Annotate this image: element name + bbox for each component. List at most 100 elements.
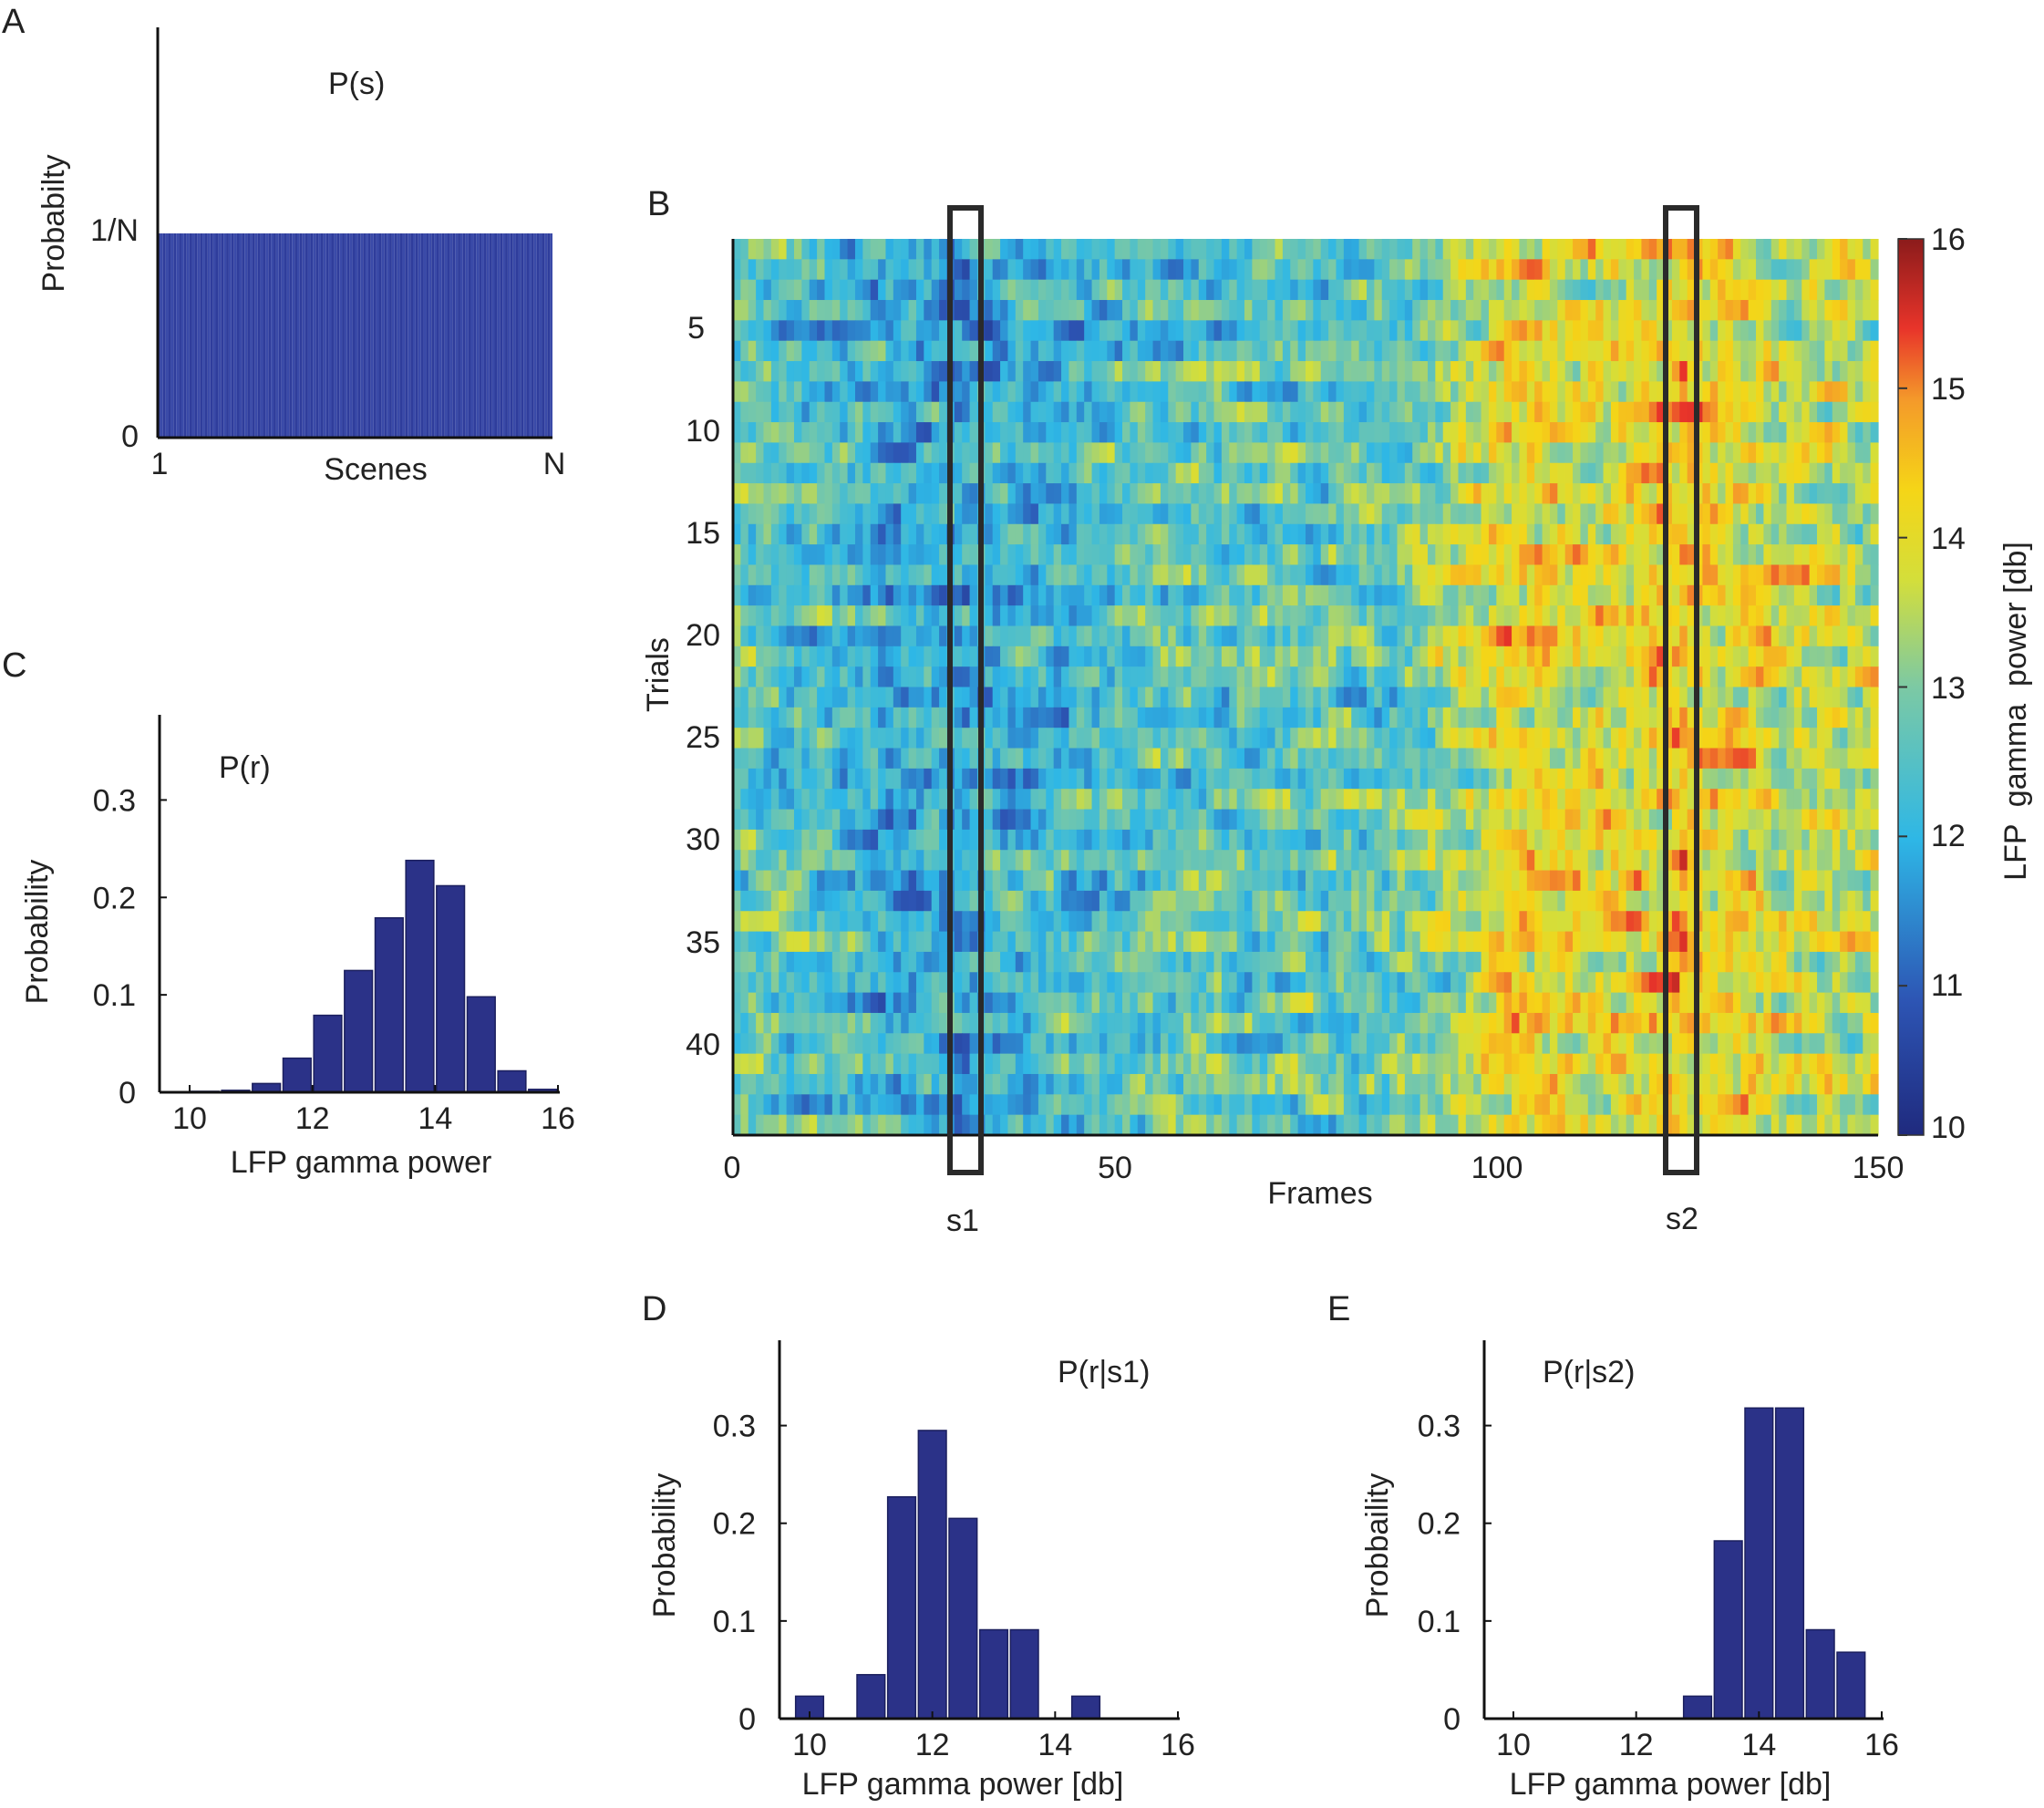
heatmap-cell [1198,666,1207,688]
heatmap-cell [824,768,833,790]
heatmap-cell [870,687,879,708]
heatmap-cell [1817,544,1825,566]
heatmap-cell [1244,605,1253,627]
heatmap-cell [1168,503,1177,525]
heatmap-cell [1297,809,1306,831]
heatmap-cell [1381,340,1390,362]
heatmap-cell [1412,768,1421,790]
heatmap-cell [1664,361,1673,382]
heatmap-cell [1114,829,1123,851]
heatmap-cell [770,829,779,851]
heatmap-cell [1679,625,1688,647]
heatmap-cell [1374,809,1383,831]
heatmap-cell [1702,768,1711,790]
heatmap-cell [1488,340,1497,362]
heatmap-cell [840,523,849,545]
heatmap-cell [1122,503,1131,525]
scene-bar [447,233,450,438]
heatmap-cell [824,462,833,484]
heatmap-cell [1259,523,1268,545]
heatmap-cell [1343,707,1352,728]
heatmap-cell [1198,239,1207,260]
heatmap-cell [1450,829,1460,851]
heatmap-cell [1519,361,1528,382]
heatmap-cell [1458,687,1467,708]
heatmap-cell [1587,728,1596,749]
heatmap-cell [939,523,948,545]
heatmap-cell [1496,381,1505,403]
heatmap-cell [1557,748,1566,770]
heatmap-cell [908,850,917,872]
heatmap-cell [1252,523,1261,545]
heatmap-cell [1076,239,1085,260]
heatmap-cell [1809,564,1818,586]
heatmap-cell [1610,789,1619,811]
heatmap-cell [1412,829,1421,851]
heatmap-cell [1824,646,1833,667]
heatmap-cell [1786,483,1795,505]
heatmap-cell [1442,605,1451,627]
heatmap-cell [1213,666,1223,688]
heatmap-cell [1290,401,1299,423]
heatmap-cell [1068,707,1078,728]
heatmap-cell [1037,462,1047,484]
heatmap-cell [831,850,841,872]
heatmap-cell [1099,523,1108,545]
heatmap-cell [1023,789,1032,811]
heatmap-cell [893,442,902,464]
heatmap-cell [1450,666,1460,688]
heatmap-cell [1282,483,1291,505]
heatmap-cell [1817,259,1825,281]
heatmap-cell [1817,768,1825,790]
heatmap-cell [1206,503,1215,525]
heatmap-cell [915,300,924,321]
heatmap-cell [1023,809,1032,831]
heatmap-cell [885,890,894,912]
scene-bar [502,233,506,438]
heatmap-cell [1107,544,1116,566]
heatmap-cell [1191,789,1200,811]
heatmap-cell [1657,239,1666,260]
heatmap-cell [1313,646,1322,667]
heatmap-cell [1389,300,1399,321]
scene-bar [176,233,180,438]
heatmap-cell [1573,239,1582,260]
heatmap-cell [1053,646,1062,667]
heatmap-cell [1564,381,1574,403]
heatmap-cell [748,340,757,362]
heatmap-cell [1053,850,1062,872]
heatmap-cell [939,381,948,403]
heatmap-cell [1290,340,1299,362]
heatmap-cell [1198,523,1207,545]
heatmap-cell [840,259,849,281]
heatmap-cell [1595,728,1605,749]
heatmap-cell [1809,523,1818,545]
heatmap-cell [1534,523,1543,545]
heatmap-cell [1198,340,1207,362]
heatmap-cell [1832,442,1841,464]
heatmap-cell [1854,381,1863,403]
heatmap-cell [1206,442,1215,464]
heatmap-cell [1756,605,1764,627]
heatmap-cell [1275,646,1284,667]
heatmap-cell [1488,422,1497,444]
heatmap-cell [1740,279,1750,301]
heatmap-cell [1801,625,1811,647]
heatmap-cell [1542,584,1551,606]
heatmap-cell [763,789,772,811]
heatmap-cell [756,850,765,872]
heatmap-cell [908,422,917,444]
heatmap-cell [1160,748,1169,770]
heatmap-cell [1458,728,1467,749]
heatmap-cell [1610,462,1619,484]
heatmap-cell [1458,361,1467,382]
heatmap-cell [862,483,872,505]
scene-bar [294,233,297,438]
heatmap-cell [1824,422,1833,444]
heatmap-cell [1824,748,1833,770]
heatmap-cell [1053,259,1062,281]
heatmap-cell [1419,789,1429,811]
heatmap-cell [756,422,765,444]
heatmap-cell [931,707,940,728]
panel-a-y-label: Probabilty [36,154,71,292]
